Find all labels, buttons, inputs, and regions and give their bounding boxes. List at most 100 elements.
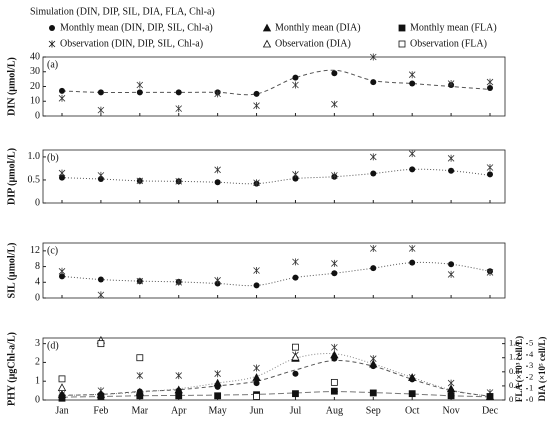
y-tick-label: 12 bbox=[30, 245, 40, 256]
mean-point bbox=[49, 25, 55, 31]
x-tick-label: Jun bbox=[250, 405, 264, 416]
mean-point bbox=[97, 393, 105, 400]
y-axis-title: PHY (μgChl-a/L) bbox=[6, 332, 17, 406]
x-tick-label: Feb bbox=[93, 405, 108, 416]
observation-point bbox=[292, 170, 299, 178]
observation-point bbox=[97, 106, 105, 114]
observation-point bbox=[331, 100, 338, 108]
mean-point bbox=[59, 87, 65, 94]
observation-point bbox=[175, 278, 183, 286]
legend-label: Simulation (DIN, DIP, SIL, DIA, FLA, Chl… bbox=[30, 6, 215, 17]
y-tick-label: 30 bbox=[30, 66, 40, 77]
x-tick-label: Aug bbox=[326, 405, 343, 416]
mean-point bbox=[370, 170, 377, 177]
x-tick-label: Mar bbox=[131, 405, 148, 416]
mean-point bbox=[409, 259, 416, 266]
mean-point bbox=[292, 390, 299, 398]
mean-point bbox=[253, 90, 260, 97]
observation-point bbox=[292, 343, 299, 351]
x-tick-label: May bbox=[208, 405, 226, 416]
y-tick-label: 1.6 bbox=[509, 338, 520, 348]
observation-point bbox=[253, 179, 260, 187]
y-axis-title: DIA (×10⁵ cell/L) bbox=[537, 337, 547, 402]
y-tick-label: 0.8 bbox=[509, 366, 520, 376]
observation-point bbox=[97, 291, 105, 299]
mean-point bbox=[59, 174, 65, 181]
y-axis-title: SIL (μmol/L) bbox=[6, 243, 17, 299]
y-axis-title: FLA (×10³ cell/L) bbox=[514, 336, 524, 402]
y-tick-label: 0 bbox=[35, 292, 40, 303]
observation-point bbox=[486, 268, 494, 276]
y-tick-label: 2 bbox=[35, 357, 40, 368]
observation-point bbox=[58, 267, 66, 275]
x-tick-label: Sep bbox=[366, 405, 381, 416]
plot-frame bbox=[42, 242, 506, 299]
observation-point bbox=[175, 372, 183, 380]
observation-point bbox=[253, 267, 260, 274]
mean-point bbox=[136, 89, 143, 96]
observation-point bbox=[408, 71, 416, 79]
mean-point bbox=[253, 380, 260, 387]
y-tick-label: 3 bbox=[529, 360, 533, 370]
y-tick-label: 0 bbox=[529, 394, 533, 404]
panel-label: (d) bbox=[47, 340, 59, 351]
observation-point bbox=[136, 277, 144, 285]
x-tick-label: Jul bbox=[290, 405, 302, 416]
observation-point bbox=[58, 169, 66, 177]
y-tick-label: 3 bbox=[35, 338, 40, 349]
observation-point bbox=[369, 153, 377, 161]
y-tick-label: 10 bbox=[30, 96, 40, 107]
y-tick-label: 5 bbox=[529, 338, 533, 348]
observation-point bbox=[486, 78, 494, 86]
observation-point bbox=[214, 276, 221, 284]
mean-point bbox=[262, 23, 272, 32]
observation-point bbox=[175, 105, 183, 113]
panel-label: (b) bbox=[47, 152, 59, 163]
mean-point bbox=[409, 80, 416, 87]
observation-point bbox=[331, 259, 338, 267]
mean-point bbox=[398, 24, 406, 32]
y-tick-label: 2 bbox=[529, 371, 533, 381]
mean-point bbox=[409, 166, 416, 173]
observation-point bbox=[291, 352, 300, 361]
observation-point bbox=[330, 378, 338, 386]
mean-point bbox=[487, 84, 493, 91]
observation-point bbox=[175, 177, 183, 185]
mean-point bbox=[292, 274, 299, 281]
y-tick-label: 0 bbox=[35, 197, 40, 208]
simulation-curve bbox=[61, 168, 491, 185]
mean-point bbox=[369, 359, 378, 368]
y-tick-label: 4 bbox=[35, 277, 40, 288]
mean-point bbox=[136, 392, 144, 400]
y-tick-label: 1.2 bbox=[509, 352, 520, 362]
mean-point bbox=[97, 276, 104, 283]
y-tick-label: 1 bbox=[35, 376, 40, 387]
observation-point bbox=[447, 154, 455, 162]
observation-point bbox=[136, 372, 144, 380]
observation-point bbox=[253, 364, 260, 372]
x-tick-label: Apr bbox=[171, 405, 187, 416]
observation-point bbox=[331, 171, 338, 179]
observation-point bbox=[447, 80, 455, 88]
legend-label: Observation (FLA) bbox=[410, 38, 487, 49]
x-tick-label: Oct bbox=[405, 405, 420, 416]
simulation-curve bbox=[61, 261, 491, 287]
mean-point bbox=[214, 392, 222, 400]
observation-point bbox=[408, 245, 416, 252]
mean-point bbox=[292, 175, 299, 182]
y-tick-label: 4 bbox=[529, 349, 534, 359]
y-tick-label: 8 bbox=[35, 261, 40, 272]
mean-point bbox=[330, 387, 338, 395]
mean-point bbox=[370, 265, 377, 272]
legend-label: Observation (DIA) bbox=[275, 38, 351, 49]
observation-point bbox=[136, 81, 144, 89]
y-axis-title: DIP (μmol/L) bbox=[6, 148, 17, 205]
observation-point bbox=[214, 90, 221, 98]
mean-point bbox=[408, 390, 416, 398]
y-tick-label: 0.5 bbox=[28, 174, 41, 185]
mean-point bbox=[331, 70, 338, 77]
mean-point bbox=[486, 393, 494, 400]
observation-point bbox=[292, 81, 299, 89]
mean-point bbox=[58, 394, 66, 402]
